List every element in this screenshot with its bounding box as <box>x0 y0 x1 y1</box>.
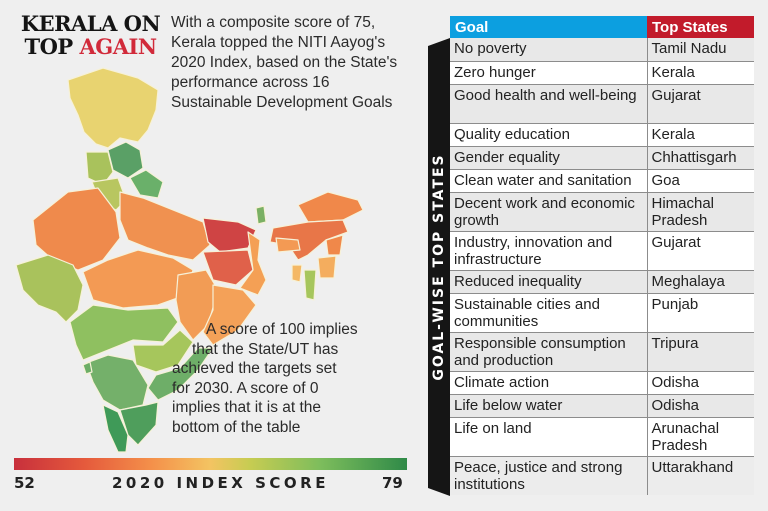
region-gujarat <box>15 254 84 323</box>
table-row: Quality education Kerala <box>450 123 754 147</box>
region-rajasthan <box>32 187 121 271</box>
table-row: Peace, justice and strong institutions Ut… <box>450 456 754 495</box>
region-odisha <box>202 284 257 346</box>
table-row: Decent work and economic growth Himachal … <box>450 192 754 232</box>
table-row: Sustainable cities and communities Punjab <box>450 293 754 333</box>
region-jammu-kashmir <box>67 67 159 149</box>
region-sikkim <box>255 205 267 225</box>
legend-title: 2020 INDEX SCORE <box>112 474 329 492</box>
table-row: Climate action Odisha <box>450 371 754 395</box>
region-jharkhand <box>202 249 254 286</box>
headline-line2: TOP AGAIN <box>24 34 157 59</box>
headline-line1: KERALA ON <box>20 11 161 36</box>
region-manipur <box>317 255 337 279</box>
region-uttar-pradesh <box>119 191 211 261</box>
region-meghalaya <box>275 237 301 253</box>
region-andhra-pradesh <box>147 347 214 401</box>
region-punjab <box>85 151 114 186</box>
region-goa <box>82 361 93 375</box>
table-row: Zero hunger Kerala <box>450 61 754 85</box>
table-row: Responsible consumption and production Tr… <box>450 332 754 372</box>
headline-accent: AGAIN <box>79 34 157 59</box>
goals-table-panel: GOAL-WISE TOP STATES Goal Top States No … <box>428 16 754 499</box>
table-row: Good health and well-being Gujarat <box>450 84 754 124</box>
side-label: GOAL-WISE TOP STATES <box>428 38 450 496</box>
table-row: Reduced inequality Meghalaya <box>450 270 754 294</box>
legend-max: 79 <box>382 474 403 492</box>
region-bihar <box>202 217 257 253</box>
region-tamil-nadu <box>119 401 159 446</box>
region-maharashtra <box>69 304 179 361</box>
region-arunachal <box>297 191 364 223</box>
region-nagaland <box>325 234 344 256</box>
table-row: Industry, innovation and infrastructure G… <box>450 231 754 271</box>
header-top-states: Top States <box>647 16 754 38</box>
intro-text: With a composite score of 75, Kerala top… <box>171 14 398 111</box>
india-choropleth-map <box>15 67 364 453</box>
table-row: No poverty Tamil Nadu <box>450 38 754 62</box>
region-mizoram <box>303 269 317 301</box>
headline: KERALA ON TOP AGAIN <box>18 12 163 58</box>
region-telangana <box>132 329 194 373</box>
table-row: Gender equality Chhattisgarh <box>450 146 754 170</box>
region-west-bengal <box>239 231 267 296</box>
table-row: Life on land Arunachal Pradesh <box>450 417 754 457</box>
legend-color-scale <box>14 458 407 470</box>
table-row: Clean water and sanitation Goa <box>450 169 754 193</box>
region-uttarakhand <box>129 169 164 199</box>
header-goal: Goal <box>450 16 647 38</box>
goals-table: Goal Top States No poverty Tamil Nadu Zer… <box>450 16 754 495</box>
region-tripura <box>291 264 303 283</box>
region-kerala <box>102 404 129 453</box>
legend-min: 52 <box>14 474 35 492</box>
table-row: Life below water Odisha <box>450 394 754 418</box>
score-note: A score of 100 implies that the State/UT… <box>172 321 358 436</box>
